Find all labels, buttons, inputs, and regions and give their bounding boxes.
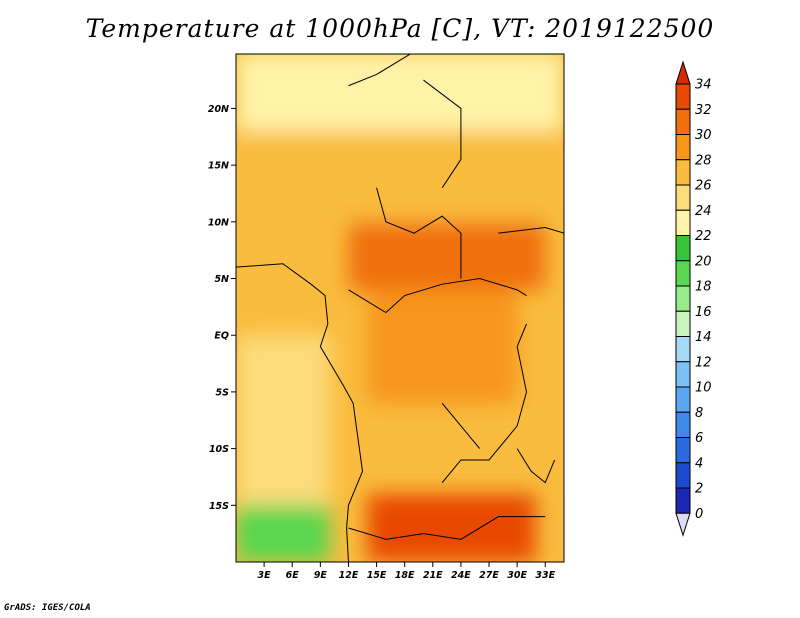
- colorbar-swatch: [675, 512, 691, 537]
- colorbar-swatch: [675, 184, 691, 211]
- map-frame: [235, 53, 565, 563]
- border-line: [348, 54, 412, 87]
- y-tick-label: 5S: [216, 387, 230, 398]
- y-tick-label: 5N: [214, 274, 229, 285]
- colorbar-swatch: [675, 361, 691, 388]
- border-line: [348, 516, 546, 540]
- border-line: [498, 226, 564, 234]
- colorbar-swatch: [675, 209, 691, 236]
- chart-title: Temperature at 1000hPa [C], VT: 20191225…: [85, 14, 715, 43]
- x-tick-label: 27E: [479, 570, 499, 581]
- x-tick-label: 12E: [339, 570, 359, 581]
- colorbar-swatch: [675, 487, 691, 514]
- x-tick-label: 33E: [535, 570, 555, 581]
- x-tick-label: 21E: [423, 570, 443, 581]
- colorbar-label: 30: [695, 128, 712, 143]
- border-line: [423, 79, 462, 189]
- y-tick-label: EQ: [214, 331, 229, 342]
- colorbar-swatch: [675, 411, 691, 438]
- border-line: [236, 263, 364, 562]
- colorbar-label: 12: [695, 355, 712, 370]
- temperature-region: [236, 54, 564, 132]
- border-line: [441, 402, 481, 449]
- colorbar-label: 32: [695, 103, 712, 118]
- colorbar-label: 18: [695, 280, 712, 295]
- colorbar-swatch: [675, 235, 691, 262]
- x-tick-label: 15E: [367, 570, 387, 581]
- colorbar-swatch: [675, 83, 691, 110]
- colorbar-swatch: [675, 159, 691, 186]
- border-line: [376, 187, 462, 279]
- colorbar-label: 10: [695, 381, 712, 396]
- y-tick-label: 10S: [209, 444, 229, 455]
- x-tick-label: 30E: [507, 570, 527, 581]
- colorbar-label: 2: [695, 482, 703, 497]
- colorbar-label: 6: [695, 431, 703, 446]
- y-tick-label: 10N: [208, 217, 229, 228]
- border-line: [348, 278, 527, 314]
- colorbar-swatch: [675, 260, 691, 287]
- colorbar-swatch: [675, 134, 691, 161]
- border-line: [516, 448, 556, 484]
- colorbar-swatch: [675, 108, 691, 135]
- y-tick-label: 15N: [208, 161, 229, 172]
- colorbar-swatch: [675, 285, 691, 312]
- colorbar-swatch: [675, 336, 691, 363]
- colorbar-label: 26: [695, 179, 712, 194]
- y-tick-label: 20N: [208, 104, 229, 115]
- temperature-region: [236, 505, 330, 562]
- colorbar-label: 22: [695, 229, 712, 244]
- x-tick-label: 24E: [451, 570, 471, 581]
- colorbar-label: 4: [695, 456, 703, 471]
- colorbar-swatch: [675, 386, 691, 413]
- colorbar-swatch: [675, 310, 691, 337]
- x-tick-label: 3E: [258, 570, 272, 581]
- x-tick-label: 9E: [314, 570, 328, 581]
- temperature-region: [348, 221, 546, 290]
- border-line: [441, 323, 528, 483]
- colorbar-label: 0: [695, 507, 703, 522]
- colorbar-swatch: [675, 60, 691, 85]
- colorbar-label: 24: [695, 204, 712, 219]
- colorbar-label: 8: [695, 406, 703, 421]
- colorbar-label: 14: [695, 330, 712, 345]
- colorbar-label: 28: [695, 153, 712, 168]
- y-tick-label: 15S: [209, 501, 229, 512]
- temperature-region: [236, 131, 564, 222]
- colorbar-label: 34: [695, 78, 712, 93]
- colorbar-swatch: [675, 462, 691, 489]
- credit-label: GrADS: IGES/COLA: [4, 603, 91, 613]
- temperature-region: [236, 335, 330, 506]
- temperature-region: [367, 289, 518, 404]
- colorbar-label: 20: [695, 254, 712, 269]
- colorbar-swatch: [675, 437, 691, 464]
- x-tick-label: 6E: [286, 570, 300, 581]
- temperature-region: [367, 493, 536, 562]
- x-tick-label: 18E: [395, 570, 415, 581]
- colorbar-label: 16: [695, 305, 712, 320]
